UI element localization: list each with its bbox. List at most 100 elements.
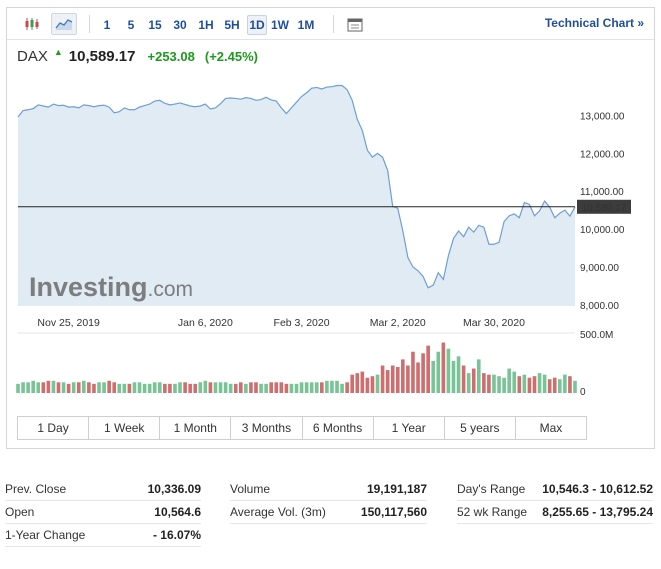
- chart-toolbar: 1 5 15 30 1H 5H 1D 1W 1M Technical Chart »: [7, 8, 654, 40]
- range-button-1-year[interactable]: 1 Year: [373, 417, 445, 439]
- x-tick-label: Feb 3, 2020: [274, 317, 330, 329]
- price-change-percent: (+2.45%): [204, 49, 258, 64]
- volume-bar: [390, 365, 395, 393]
- volume-bar: [299, 382, 304, 393]
- volume-bar: [213, 382, 218, 393]
- volume-bar: [573, 380, 577, 393]
- timeframe-1w[interactable]: 1W: [271, 18, 289, 32]
- volume-bar: [542, 374, 547, 393]
- volume-bar: [482, 373, 486, 393]
- calendar-icon[interactable]: [343, 13, 367, 35]
- volume-bar: [416, 362, 420, 393]
- stat-row: Average Vol. (3m) 150,117,560: [230, 501, 427, 524]
- y-tick-label: 9,000.00: [580, 263, 619, 274]
- timeframe-5[interactable]: 5: [127, 18, 135, 32]
- range-button-max[interactable]: Max: [515, 417, 586, 439]
- stat-value: 150,117,560: [360, 505, 427, 519]
- volume-bar: [122, 383, 127, 393]
- stat-value: 10,336.09: [147, 482, 201, 496]
- timeframe-5h[interactable]: 5H: [224, 18, 240, 32]
- area-chart-icon[interactable]: [51, 13, 77, 35]
- y-tick-label: 11,000.00: [580, 187, 624, 198]
- candlestick-chart-icon[interactable]: [20, 13, 44, 35]
- range-selector: 1 Day 1 Week 1 Month 3 Months 6 Months 1 Year…: [17, 416, 587, 440]
- watermark-logo: Investing.com: [29, 272, 193, 302]
- volume-bar: [547, 379, 552, 393]
- volume-bar: [244, 383, 248, 393]
- stat-label: 1-Year Change: [5, 528, 86, 542]
- stats-col-2: Volume 19,191,187 Average Vol. (3m) 150,117…: [230, 478, 427, 524]
- timeframe-1[interactable]: 1: [103, 18, 111, 32]
- volume-bar: [497, 376, 501, 393]
- volume-bar: [274, 382, 279, 393]
- volume-bar: [309, 382, 314, 393]
- volume-bar: [335, 380, 339, 393]
- volume-bar: [507, 368, 511, 393]
- range-button-1-day[interactable]: 1 Day: [18, 417, 90, 439]
- volume-bar: [132, 382, 137, 393]
- stat-value: 10,564.6: [154, 505, 201, 519]
- timeframe-15[interactable]: 15: [148, 18, 162, 32]
- volume-bar: [208, 382, 213, 393]
- volume-bar: [254, 382, 258, 393]
- technical-chart-link[interactable]: Technical Chart »: [544, 16, 644, 30]
- volume-bar: [401, 359, 405, 393]
- volume-bar: [16, 383, 20, 393]
- volume-bar: [552, 377, 557, 393]
- range-button-1-month[interactable]: 1 Month: [160, 417, 232, 439]
- volume-bar: [117, 383, 122, 393]
- stat-row: Prev. Close 10,336.09: [5, 478, 201, 501]
- range-button-1-week[interactable]: 1 Week: [89, 417, 161, 439]
- volume-bar: [102, 382, 106, 393]
- timeframe-1m[interactable]: 1M: [297, 18, 315, 32]
- volume-bar: [198, 382, 203, 393]
- price-chart[interactable]: Investing.com 10,589.17 13,000.00 12,000.00…: [7, 8, 656, 413]
- volume-bar: [421, 353, 425, 393]
- volume-bar: [471, 368, 476, 393]
- volume-bar: [380, 365, 385, 393]
- volume-bar: [522, 374, 527, 393]
- timeframe-1h[interactable]: 1H: [198, 18, 214, 32]
- volume-bar: [183, 382, 187, 393]
- stat-row: 1-Year Change - 16.07%: [5, 524, 201, 547]
- volume-bar: [294, 383, 299, 393]
- quote-header: DAX ▲ 10,589.17 +253.08 (+2.45%): [17, 47, 258, 68]
- volume-bar: [406, 365, 410, 393]
- stat-label: Average Vol. (3m): [230, 505, 326, 519]
- volume-bar: [31, 380, 35, 393]
- volume-bar: [325, 380, 329, 393]
- volume-bar: [370, 376, 375, 393]
- volume-bar: [238, 382, 243, 393]
- volume-bar: [193, 383, 198, 393]
- volume-bar: [340, 383, 344, 393]
- range-button-5-years[interactable]: 5 years: [444, 417, 516, 439]
- volume-bar: [249, 382, 253, 393]
- volume-bar: [476, 359, 481, 393]
- volume-bar: [441, 342, 446, 393]
- volume-bar: [41, 382, 46, 393]
- volume-bar: [395, 367, 400, 393]
- volume-bar: [436, 351, 441, 393]
- x-tick-label: Nov 25, 2019: [37, 317, 100, 329]
- stat-row: Volume 19,191,187: [230, 478, 427, 501]
- volume-bar: [284, 383, 289, 393]
- volume-bar: [527, 377, 532, 393]
- x-tick-label: Mar 30, 2020: [463, 317, 525, 329]
- volume-bar: [360, 371, 365, 393]
- range-button-6-months[interactable]: 6 Months: [302, 417, 374, 439]
- volume-bar: [446, 348, 451, 393]
- volume-bar: [51, 380, 56, 393]
- volume-bar: [355, 373, 360, 393]
- timeframe-1d[interactable]: 1D: [247, 15, 267, 35]
- timeframe-30[interactable]: 30: [173, 18, 187, 32]
- y-tick-label: 13,000.00: [580, 111, 625, 122]
- x-tick-label: Jan 6, 2020: [178, 317, 233, 329]
- volume-bar: [269, 382, 273, 393]
- volume-bar: [385, 370, 390, 393]
- volume-bar: [218, 382, 223, 393]
- volume-bar: [502, 377, 506, 393]
- volume-bar: [223, 382, 228, 393]
- volume-bar: [532, 376, 537, 393]
- range-button-3-months[interactable]: 3 Months: [231, 417, 303, 439]
- volume-bar: [97, 382, 101, 393]
